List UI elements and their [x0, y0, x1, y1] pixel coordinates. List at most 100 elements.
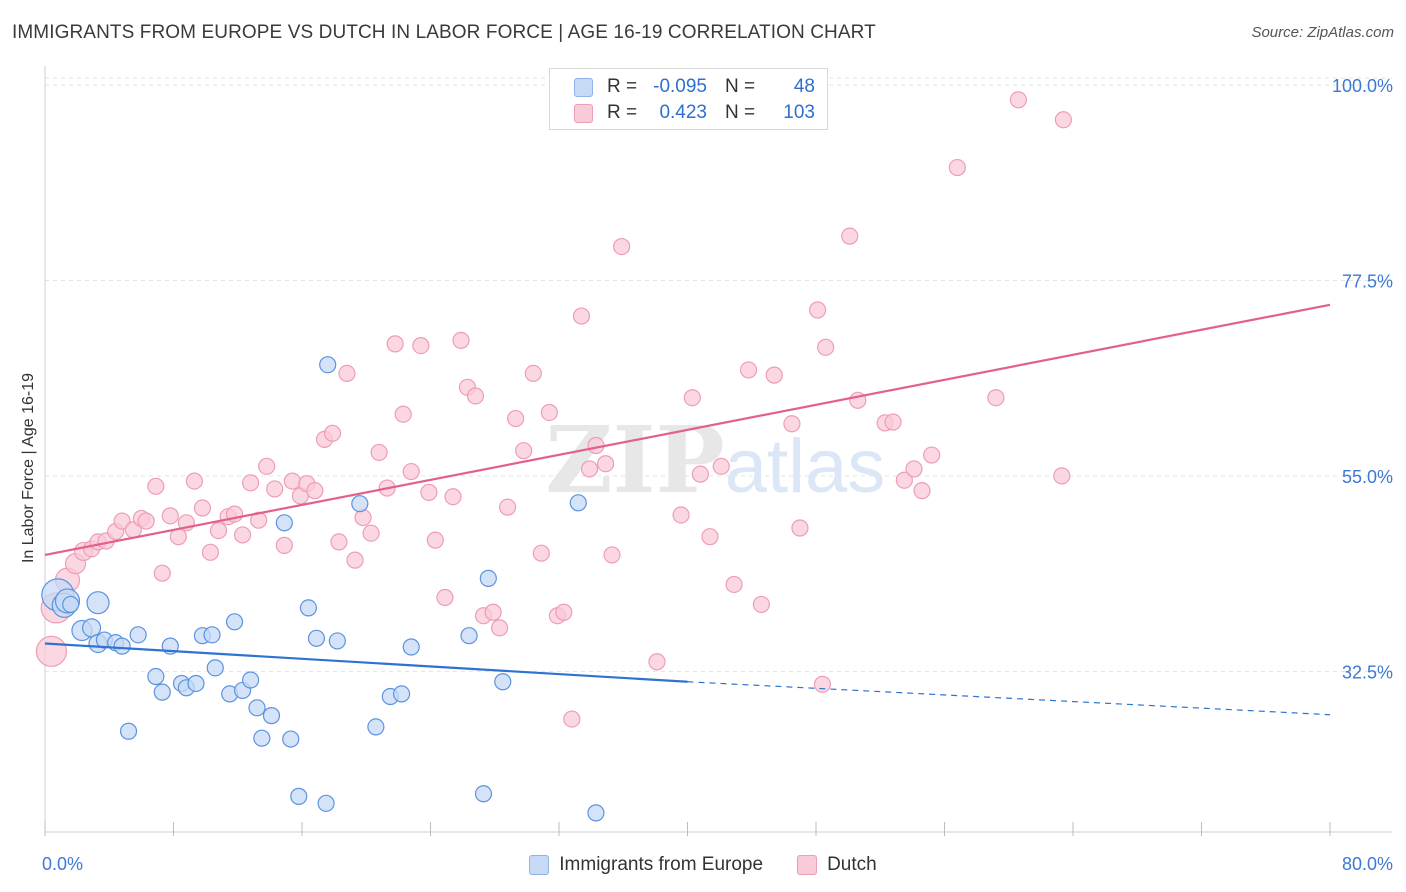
- dutch-point: [266, 480, 284, 498]
- immigrants-point: [290, 787, 308, 805]
- immigrants-point: [587, 804, 605, 822]
- dutch-point: [701, 528, 719, 546]
- immigrants-point: [328, 632, 346, 650]
- legend-swatch-immigrants: [529, 855, 550, 875]
- dutch-point: [161, 507, 179, 525]
- dutch-point: [596, 455, 615, 473]
- legend-item-dutch[interactable]: Dutch: [797, 854, 877, 876]
- dutch-points: [35, 91, 1072, 728]
- y-tick-label: 77.5%: [1342, 271, 1393, 291]
- source-credit: Source: ZipAtlas.com: [1251, 24, 1394, 41]
- immigrants-point: [275, 514, 293, 532]
- dutch-point: [484, 603, 502, 621]
- dutch-point: [895, 471, 913, 489]
- dutch-point: [323, 424, 342, 442]
- dutch-point: [444, 488, 462, 506]
- immigrants-point: [569, 494, 587, 512]
- immigrants-trend-extension: [687, 681, 1331, 716]
- dutch-point: [725, 575, 743, 594]
- n-label: N =: [725, 102, 756, 123]
- immigrants-point: [307, 629, 326, 647]
- immigrants-europe-points: [41, 356, 605, 822]
- stats-row-immigrants: R = -0.095 N = 48: [574, 75, 815, 99]
- dutch-point: [913, 482, 931, 500]
- dutch-point: [490, 619, 509, 637]
- trend-lines: [44, 303, 1331, 716]
- immigrants-point: [206, 659, 224, 677]
- dutch-point: [884, 413, 902, 431]
- dutch-point: [330, 533, 348, 551]
- dutch-point: [147, 477, 165, 495]
- dutch-point: [813, 675, 832, 693]
- dutch-point: [572, 307, 591, 325]
- dutch-point: [948, 158, 966, 177]
- dutch-point: [436, 588, 454, 607]
- dutch-point: [193, 499, 212, 517]
- dutch-point: [1054, 111, 1072, 129]
- immigrants-point: [147, 667, 165, 686]
- dutch-point: [153, 564, 171, 582]
- dutch-point: [499, 498, 517, 516]
- stats-row-dutch: R = 0.423 N = 103: [574, 101, 815, 125]
- gridlines: [45, 77, 1392, 672]
- dutch-point: [524, 364, 542, 382]
- dutch-point: [426, 531, 444, 549]
- immigrants-point: [351, 495, 369, 513]
- immigrants-point: [474, 785, 493, 803]
- dutch-point: [532, 544, 550, 562]
- dutch-point: [507, 409, 525, 428]
- dutch-point: [412, 337, 430, 355]
- dutch-point: [420, 483, 438, 501]
- immigrants-point: [262, 707, 281, 725]
- dutch-point: [712, 457, 730, 475]
- immigrants-point: [129, 626, 147, 644]
- n-value: 103: [783, 102, 815, 123]
- dutch-point: [137, 512, 155, 530]
- immigrants-point: [62, 595, 80, 614]
- dutch-point: [648, 653, 666, 671]
- dutch-trend-line: [44, 303, 1331, 557]
- dutch-point: [555, 603, 573, 621]
- immigrants-point: [299, 599, 318, 617]
- dutch-point: [1009, 91, 1027, 109]
- r-value: -0.095: [653, 76, 707, 97]
- dutch-point: [452, 331, 470, 349]
- y-tick-label: 55.0%: [1342, 467, 1393, 487]
- dutch-point: [783, 415, 801, 433]
- r-label: R =: [607, 102, 638, 123]
- x-tick-label: 80.0%: [1342, 854, 1393, 874]
- dutch-point: [354, 508, 372, 527]
- dutch-point: [209, 522, 228, 540]
- chart-title: IMMIGRANTS FROM EUROPE VS DUTCH IN LABOR…: [12, 22, 876, 43]
- legend-item-immigrants[interactable]: Immigrants from Europe: [529, 854, 763, 876]
- immigrants-point: [494, 673, 512, 691]
- dutch-point: [765, 366, 783, 384]
- n-label: N =: [725, 76, 756, 97]
- dutch-point: [841, 227, 859, 245]
- immigrants-point: [479, 569, 497, 587]
- immigrants-point: [282, 730, 300, 748]
- dutch-point: [540, 403, 558, 422]
- dutch-point: [185, 472, 203, 490]
- r-value: 0.423: [659, 102, 707, 123]
- dutch-point: [35, 635, 68, 667]
- dutch-point: [362, 524, 380, 542]
- stats-swatch-dutch: [574, 103, 593, 123]
- dutch-point: [563, 710, 581, 728]
- dutch-point: [338, 364, 356, 382]
- immigrants-point: [248, 699, 266, 717]
- immigrants-point: [319, 356, 337, 374]
- n-value: 48: [793, 76, 815, 97]
- immigrants-point: [402, 638, 420, 656]
- dutch-point: [370, 443, 388, 462]
- dutch-point: [603, 546, 621, 564]
- dutch-point: [466, 387, 485, 405]
- y-tick-label: 32.5%: [1342, 662, 1393, 682]
- dutch-point: [275, 536, 293, 554]
- tick-labels: 32.5% 55.0% 77.5% 100.0% 0.0% 80.0%: [42, 76, 1393, 874]
- immigrants-point: [119, 722, 138, 740]
- dutch-point: [242, 474, 260, 492]
- dutch-point: [691, 465, 709, 483]
- dutch-point: [258, 457, 276, 475]
- dutch-point: [739, 361, 758, 379]
